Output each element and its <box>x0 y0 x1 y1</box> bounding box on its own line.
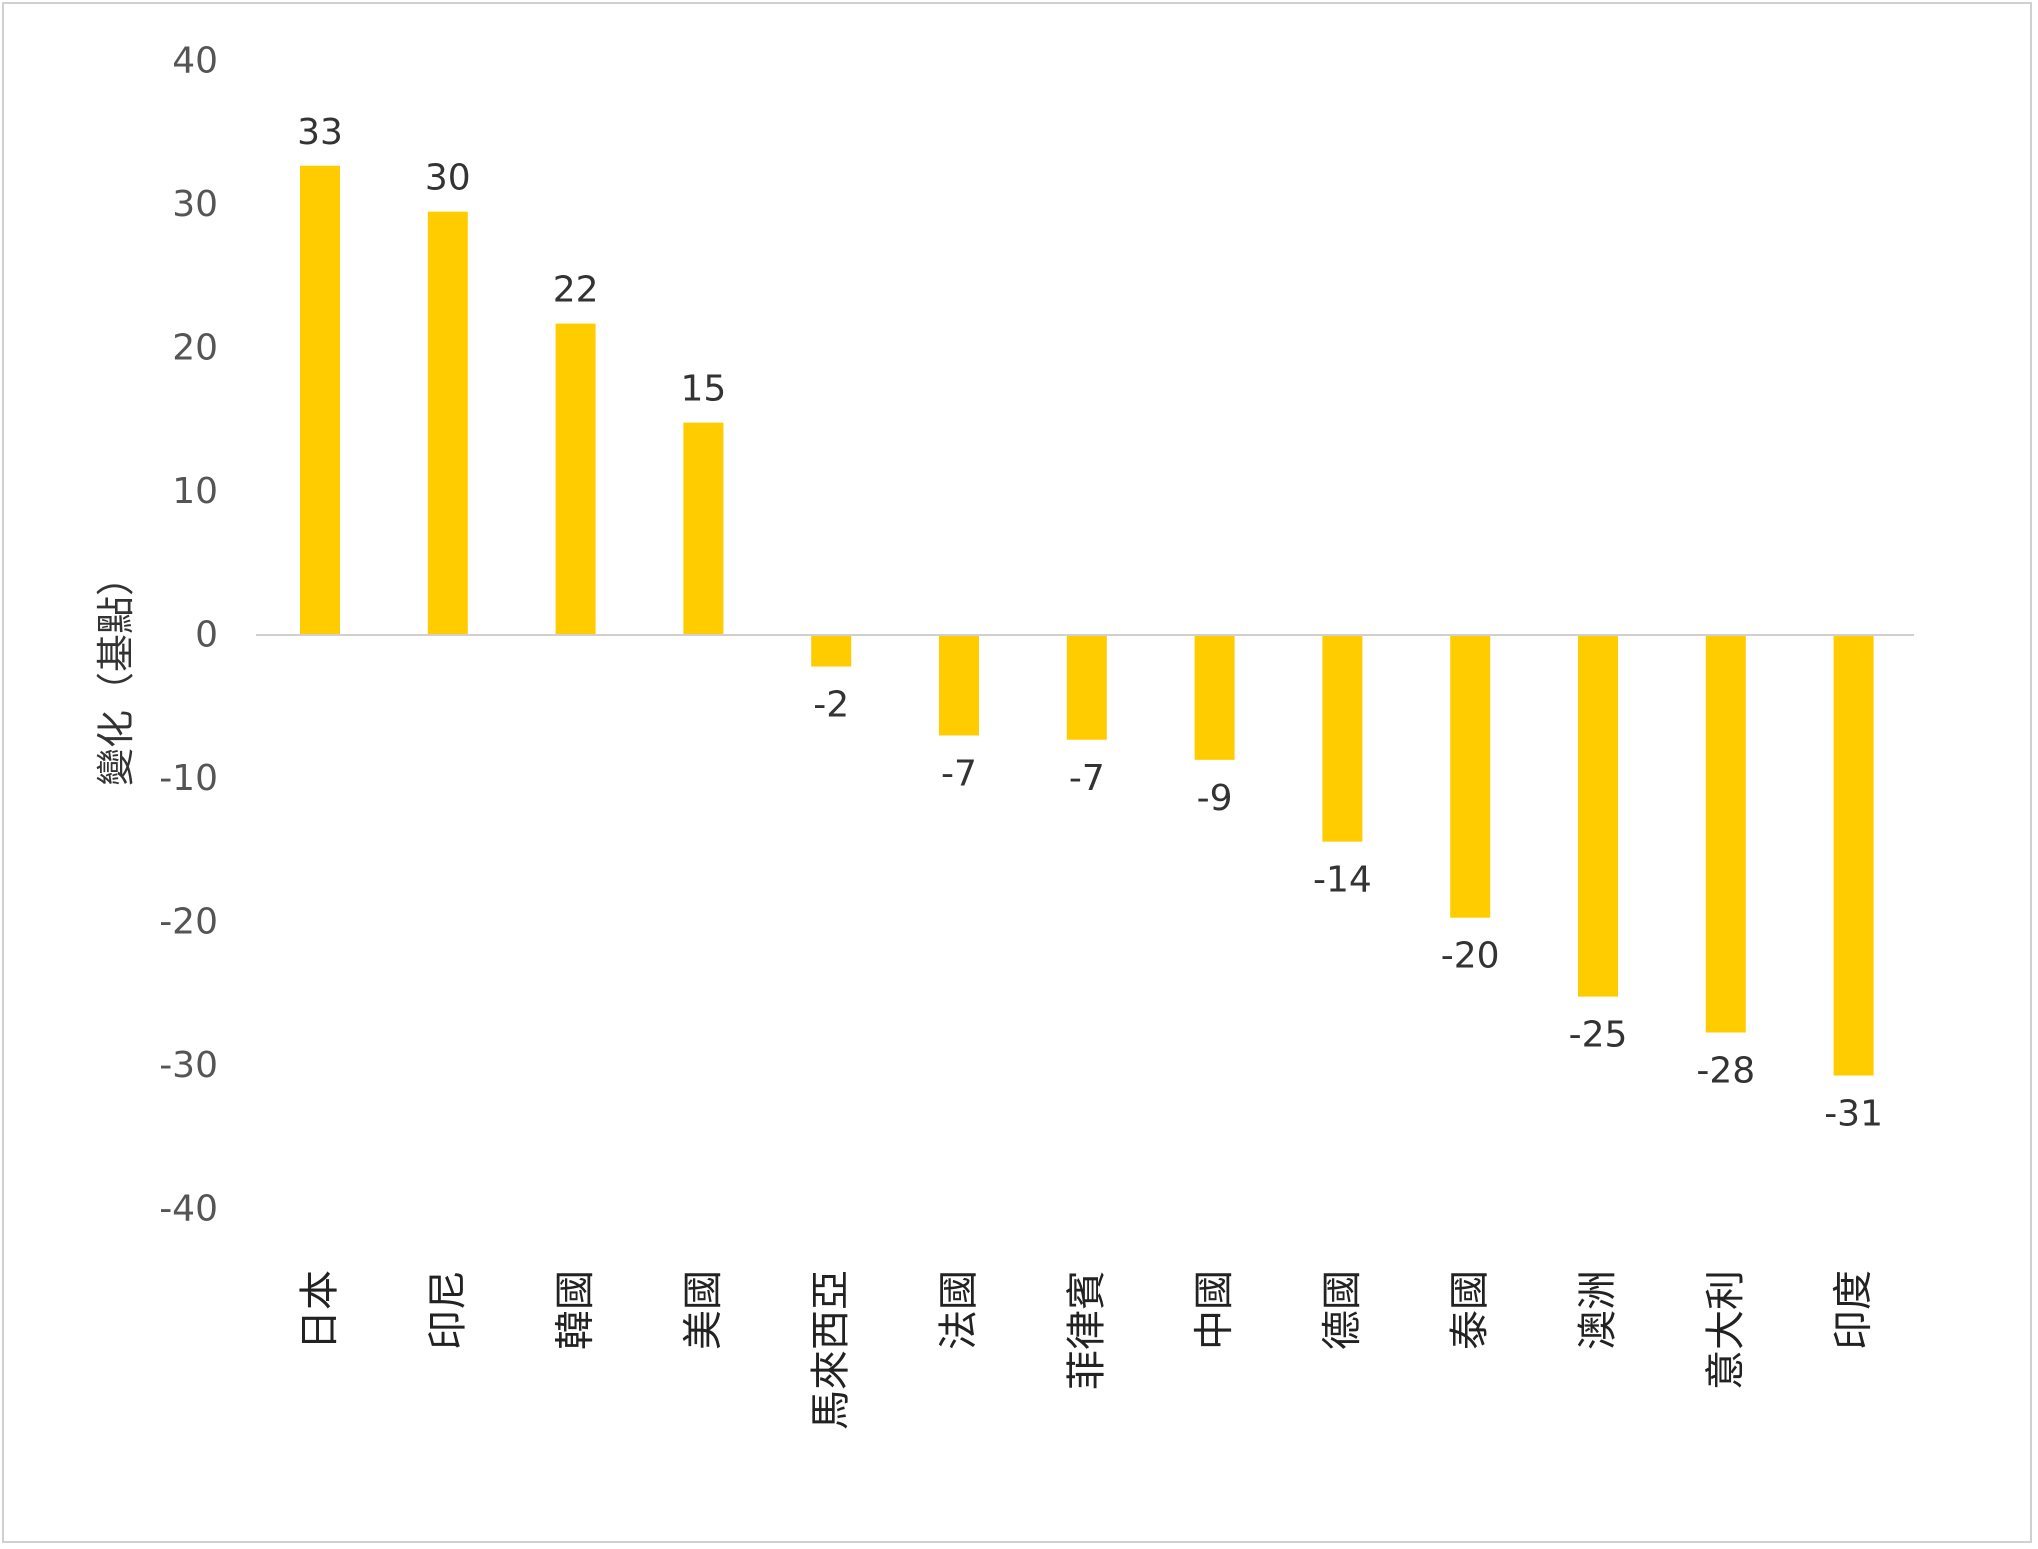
category-label: 馬來西亞 <box>808 1270 854 1430</box>
y-tick-label: 40 <box>172 41 218 82</box>
bar <box>811 635 852 667</box>
y-tick-label: 0 <box>195 615 218 656</box>
bar <box>427 211 468 636</box>
y-tick-label: -20 <box>159 902 218 943</box>
data-labels: 33 30 22 15 -2 -7 -7 -9 -14 -20 -25 -28 -31 <box>297 112 1883 1135</box>
bar <box>1705 635 1746 1033</box>
category-label: 韓國 <box>553 1270 599 1350</box>
y-tick-label: -30 <box>159 1045 218 1086</box>
y-tick-label: 30 <box>172 184 218 225</box>
category-label: 印度 <box>1831 1270 1877 1350</box>
category-label: 中國 <box>1192 1270 1238 1350</box>
category-label: 德國 <box>1319 1270 1365 1350</box>
category-label: 印尼 <box>425 1270 471 1350</box>
data-label: 33 <box>297 112 343 153</box>
data-label: 30 <box>425 158 471 199</box>
category-labels: 日本 印尼 韓國 美國 馬來西亞 法國 菲律賓 中國 德國 泰國 澳洲 意大利 印度 <box>297 1270 1877 1430</box>
category-label: 意大利 <box>1703 1270 1749 1390</box>
bar <box>300 165 340 635</box>
category-label: 澳洲 <box>1575 1270 1621 1350</box>
y-axis-ticks: 40 30 20 10 0 -10 -20 -30 -40 <box>159 41 218 1230</box>
category-label: 菲律賓 <box>1064 1270 1110 1390</box>
bar <box>1066 635 1107 740</box>
data-label: 22 <box>553 270 599 311</box>
data-label: 15 <box>680 369 726 410</box>
y-tick-label: 10 <box>172 471 218 512</box>
y-axis-title: 變化（基點） <box>94 558 138 786</box>
y-tick-label: -10 <box>159 758 218 799</box>
category-label: 泰國 <box>1447 1270 1493 1350</box>
data-label: -25 <box>1569 1015 1628 1056</box>
bar <box>1833 635 1874 1076</box>
data-label: -7 <box>1069 758 1105 799</box>
data-label: -2 <box>813 685 849 726</box>
bar <box>1578 635 1618 997</box>
data-label: -20 <box>1441 936 1500 977</box>
category-label: 日本 <box>297 1270 343 1350</box>
bar <box>555 323 596 635</box>
data-label: -31 <box>1824 1094 1883 1135</box>
bar <box>1194 635 1235 760</box>
data-label: -7 <box>941 753 977 794</box>
category-label: 美國 <box>680 1270 726 1350</box>
data-label: -28 <box>1696 1050 1755 1091</box>
bar-series <box>300 165 1874 1076</box>
data-label: -14 <box>1313 860 1372 901</box>
bar <box>1450 635 1491 918</box>
bar <box>939 635 979 736</box>
data-label: -9 <box>1197 778 1233 819</box>
bar <box>1322 635 1363 842</box>
y-tick-label: 20 <box>172 328 218 369</box>
y-tick-label: -40 <box>159 1189 218 1230</box>
bar <box>683 422 724 635</box>
category-label: 法國 <box>936 1270 982 1350</box>
